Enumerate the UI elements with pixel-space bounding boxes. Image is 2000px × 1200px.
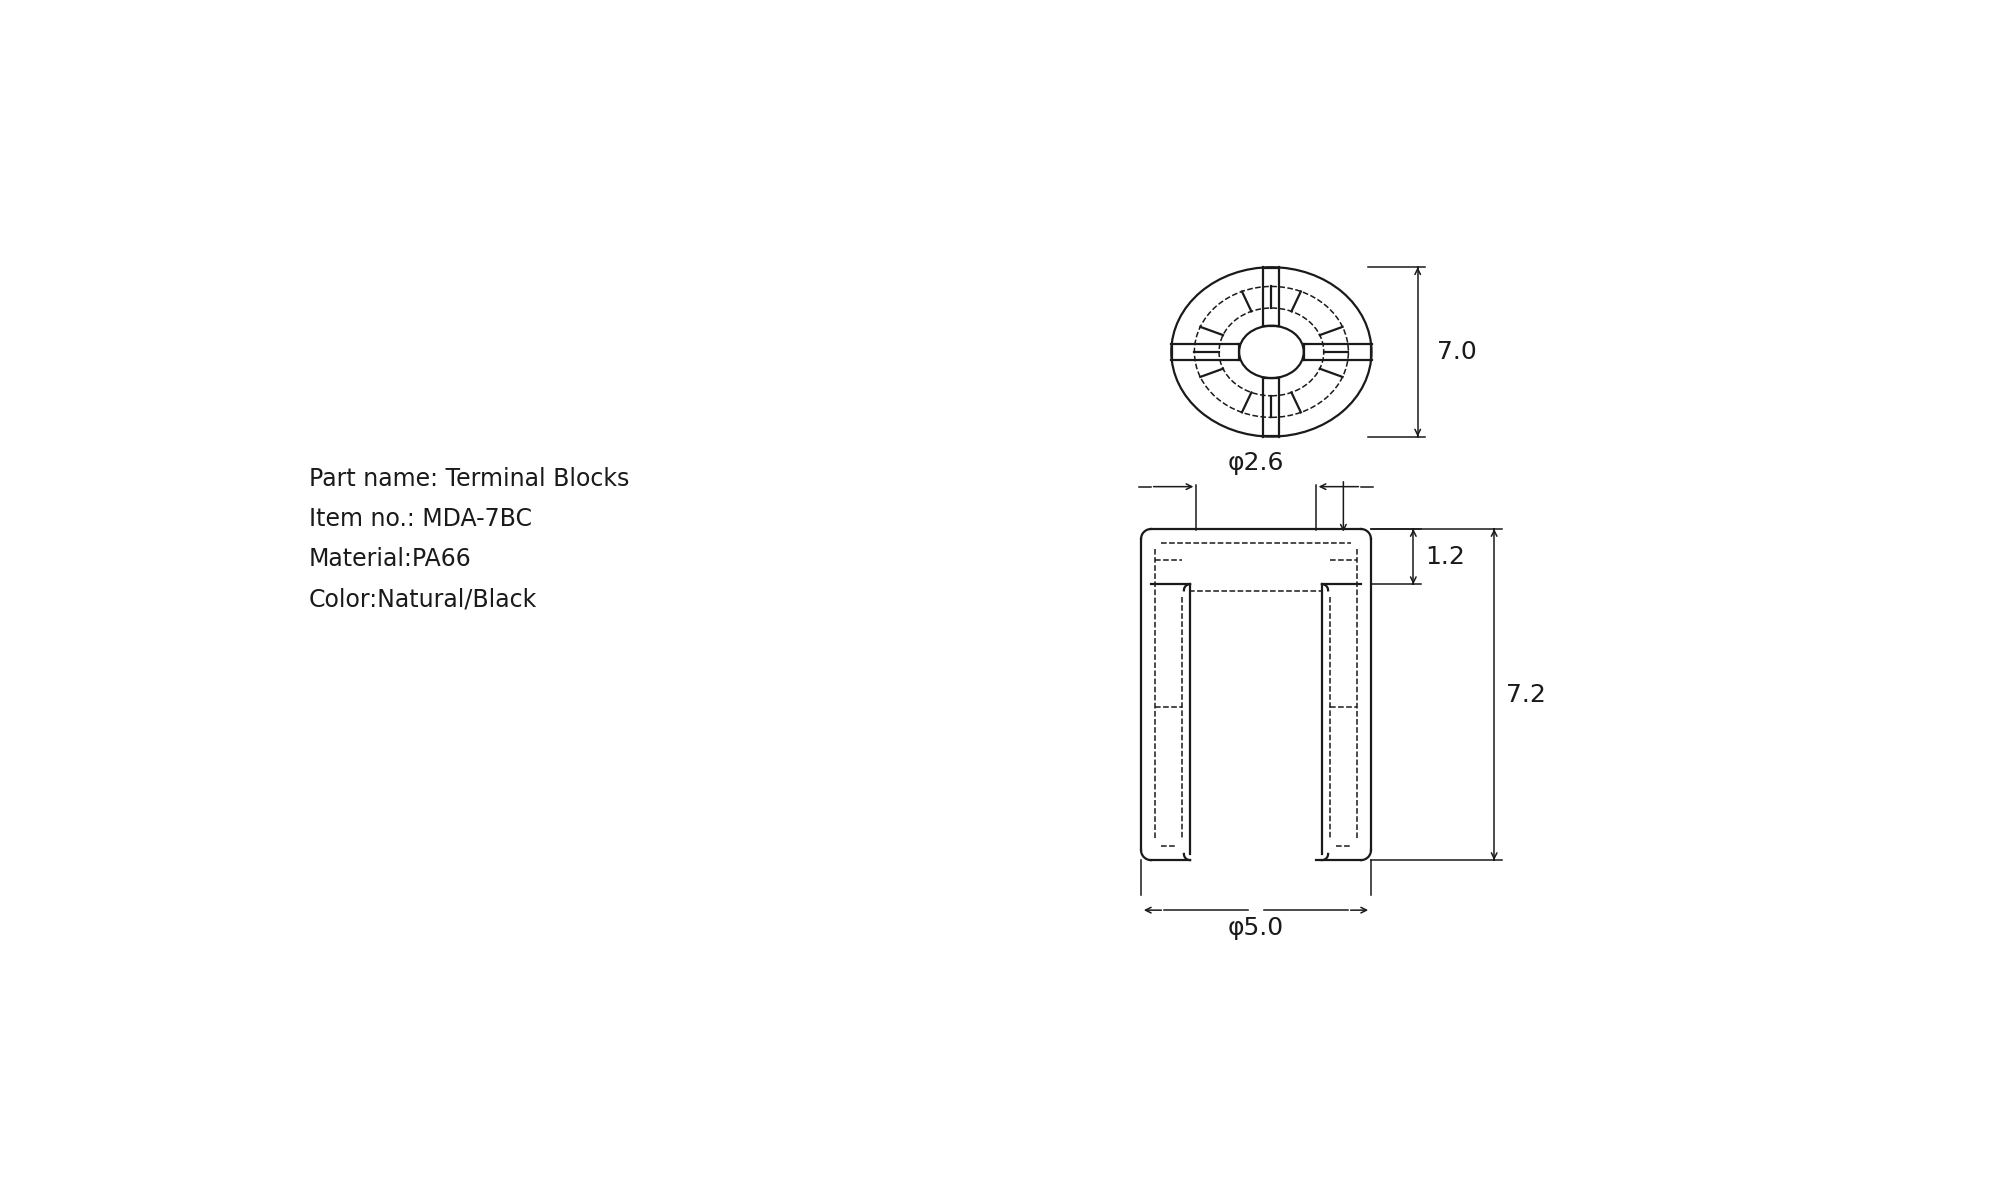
Text: Part name: Terminal Blocks: Part name: Terminal Blocks bbox=[308, 467, 630, 492]
Text: φ5.0: φ5.0 bbox=[1228, 917, 1284, 941]
Text: 7.2: 7.2 bbox=[1506, 683, 1546, 707]
Text: 1.2: 1.2 bbox=[1424, 545, 1464, 569]
Text: 7.0: 7.0 bbox=[1436, 340, 1476, 364]
Text: Material:PA66: Material:PA66 bbox=[308, 547, 472, 571]
Text: Color:Natural/Black: Color:Natural/Black bbox=[308, 588, 538, 612]
Text: Item no.: MDA-7BC: Item no.: MDA-7BC bbox=[308, 508, 532, 532]
Text: φ2.6: φ2.6 bbox=[1228, 451, 1284, 475]
